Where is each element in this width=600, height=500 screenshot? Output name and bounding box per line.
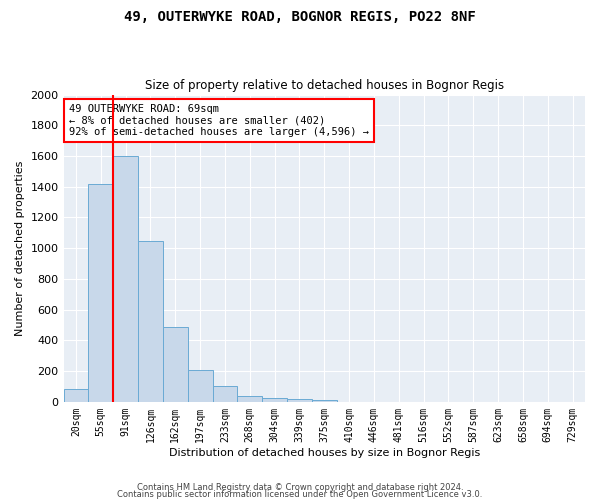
Y-axis label: Number of detached properties: Number of detached properties bbox=[15, 160, 25, 336]
Text: 49, OUTERWYKE ROAD, BOGNOR REGIS, PO22 8NF: 49, OUTERWYKE ROAD, BOGNOR REGIS, PO22 8… bbox=[124, 10, 476, 24]
Text: 49 OUTERWYKE ROAD: 69sqm
← 8% of detached houses are smaller (402)
92% of semi-d: 49 OUTERWYKE ROAD: 69sqm ← 8% of detache… bbox=[69, 104, 369, 137]
Bar bbox=[138, 242, 163, 402]
Text: Contains public sector information licensed under the Open Government Licence v3: Contains public sector information licen… bbox=[118, 490, 482, 499]
Bar bbox=[163, 326, 188, 402]
Bar bbox=[312, 400, 337, 402]
Bar bbox=[64, 389, 88, 402]
Bar bbox=[88, 184, 113, 402]
Text: Contains HM Land Registry data © Crown copyright and database right 2024.: Contains HM Land Registry data © Crown c… bbox=[137, 484, 463, 492]
Bar bbox=[238, 396, 262, 402]
Title: Size of property relative to detached houses in Bognor Regis: Size of property relative to detached ho… bbox=[145, 79, 504, 92]
Bar bbox=[212, 386, 238, 402]
Bar bbox=[113, 156, 138, 402]
X-axis label: Distribution of detached houses by size in Bognor Regis: Distribution of detached houses by size … bbox=[169, 448, 480, 458]
Bar bbox=[188, 370, 212, 402]
Bar bbox=[262, 398, 287, 402]
Bar bbox=[287, 399, 312, 402]
